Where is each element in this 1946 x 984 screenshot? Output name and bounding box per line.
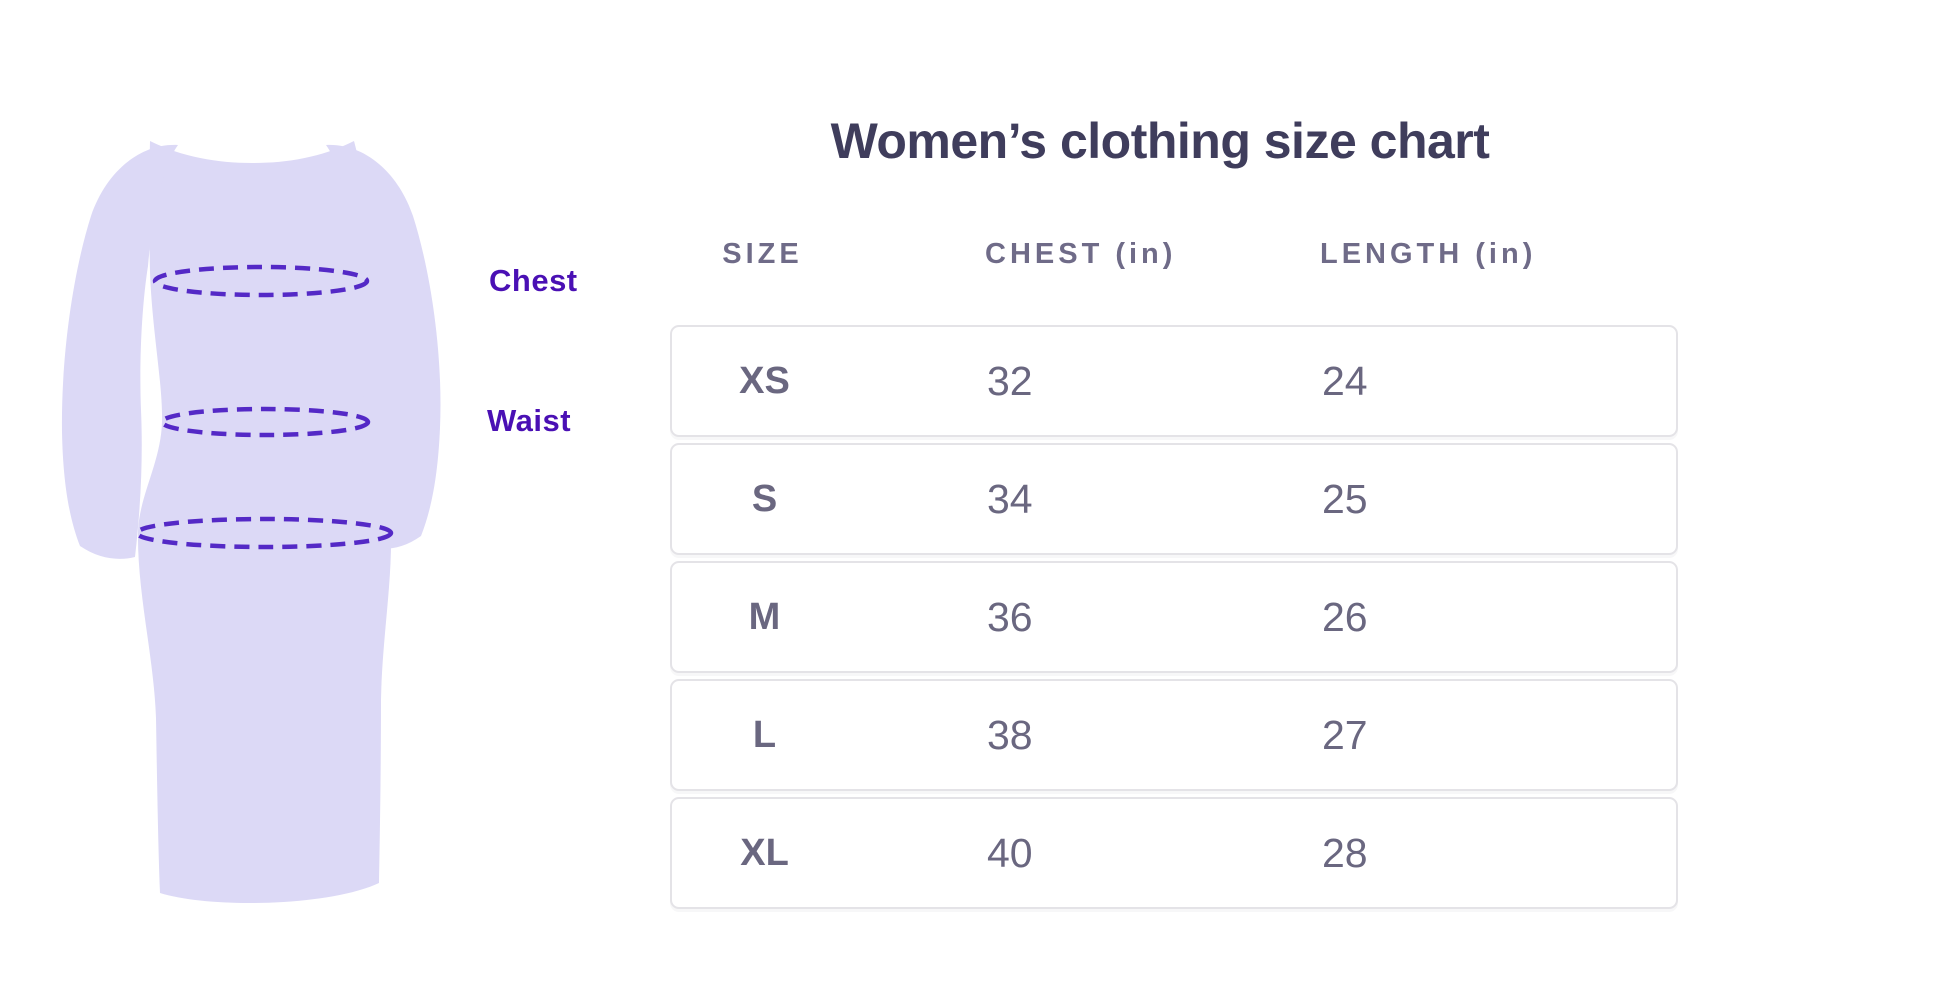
- size-table: XS 32 24 S 34 25 M 36 26 L 38 27 XL 40 2…: [670, 325, 1678, 915]
- dress-illustration: [61, 141, 441, 904]
- waist-label: Waist: [487, 403, 572, 438]
- chest-value: 38: [987, 711, 1033, 758]
- page-title: Women’s clothing size chart: [830, 113, 1490, 169]
- column-header-length: LENGTH (in): [1320, 237, 1537, 270]
- chest-measurement-line: [152, 264, 370, 298]
- size-value: S: [751, 477, 778, 520]
- length-value: 28: [1322, 829, 1368, 876]
- chest-value: 36: [987, 593, 1033, 640]
- length-value: 26: [1322, 593, 1368, 640]
- waist-measurement-line: [159, 406, 371, 438]
- table-row-l: L 38 27: [670, 679, 1678, 791]
- length-value: 25: [1322, 475, 1368, 522]
- column-header-chest: CHEST (in): [985, 237, 1177, 270]
- dress-right-sleeve: [326, 144, 441, 549]
- chest-value: 32: [987, 357, 1033, 404]
- table-header-row: SIZE CHEST (in) LENGTH (in): [670, 226, 1678, 282]
- table-row-xl: XL 40 28: [670, 797, 1678, 909]
- chest-value: 34: [987, 475, 1033, 522]
- table-row-xs: XS 32 24: [670, 325, 1678, 437]
- chest-value: 40: [987, 829, 1033, 876]
- table-row-m: M 36 26: [670, 561, 1678, 673]
- column-header-size: SIZE: [722, 237, 803, 270]
- dress-figure: Chest Waist: [0, 0, 660, 984]
- chest-label: Chest: [489, 263, 578, 298]
- size-value: M: [748, 595, 781, 638]
- size-value: L: [752, 713, 777, 756]
- size-value: XS: [739, 359, 790, 402]
- dress-left-sleeve: [61, 144, 178, 559]
- dress-body-shape: [137, 141, 392, 904]
- size-value: XL: [740, 831, 789, 874]
- length-value: 27: [1322, 711, 1368, 758]
- table-row-s: S 34 25: [670, 443, 1678, 555]
- hip-measurement-line: [134, 516, 394, 550]
- length-value: 24: [1322, 357, 1368, 404]
